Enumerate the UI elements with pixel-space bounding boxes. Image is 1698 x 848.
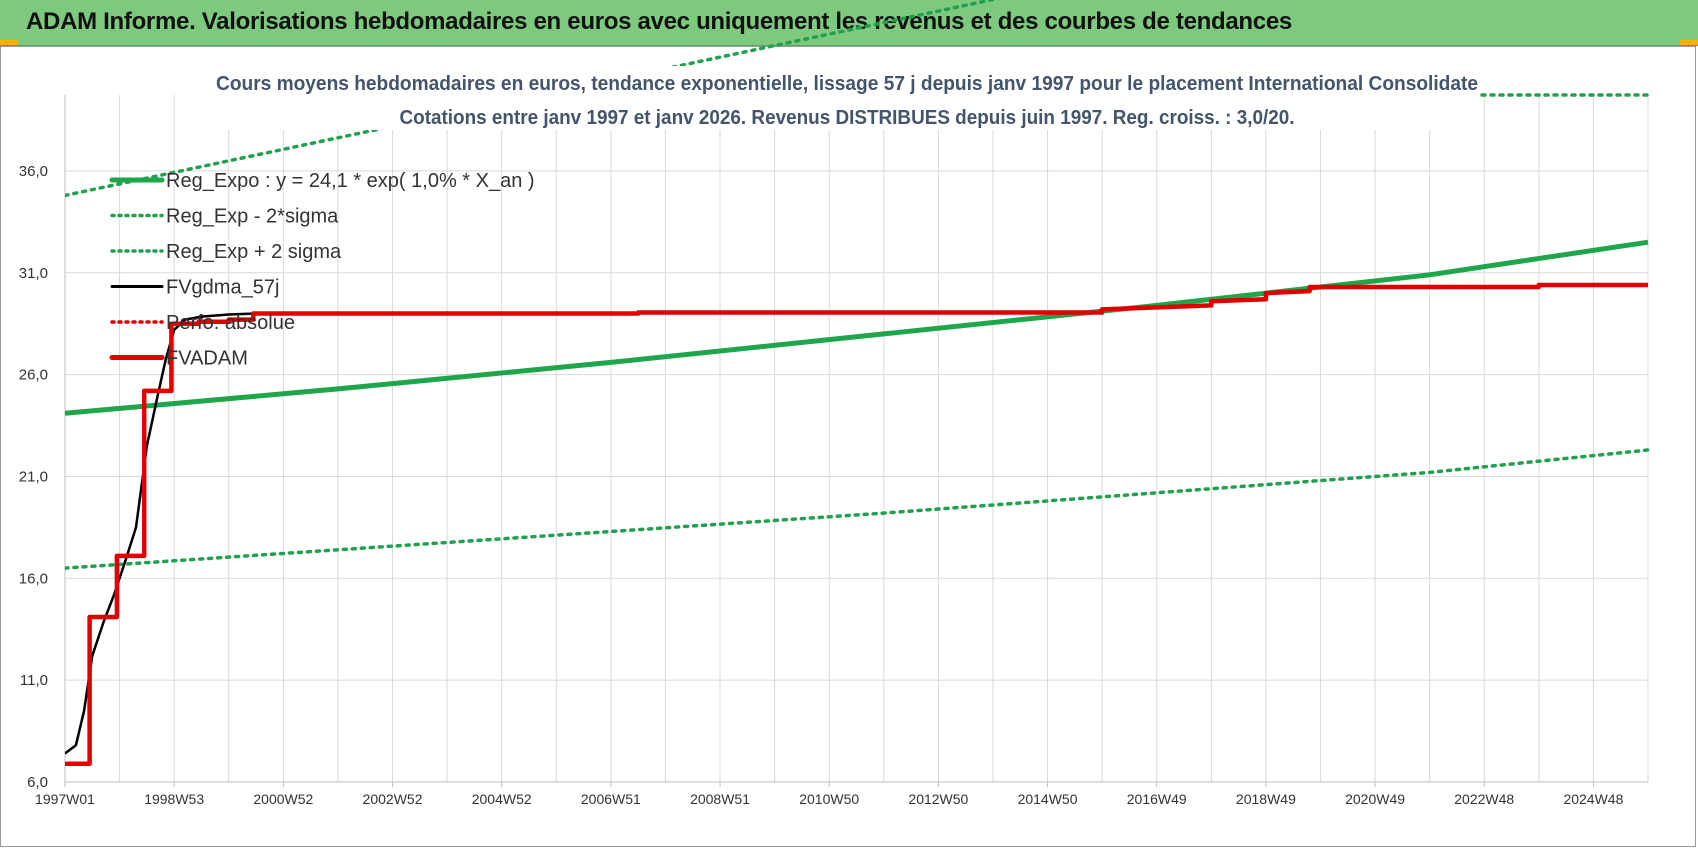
x-tick-label: 2020W49 xyxy=(1345,791,1405,807)
legend-label: Perfo. absolue xyxy=(166,312,295,334)
grid-lines xyxy=(64,95,1649,783)
x-tick-label: 2008W51 xyxy=(690,791,750,807)
x-tick-label: 2018W49 xyxy=(1236,791,1296,807)
corner-marker-left xyxy=(0,40,18,45)
y-tick-label: 26,0 xyxy=(19,367,48,384)
chart-title-line2: Cotations entre janv 1997 et janv 2026. … xyxy=(400,107,1295,129)
legend-label: Reg_Exp - 2*sigma xyxy=(166,206,339,228)
y-tick-label: 6,0 xyxy=(27,774,48,791)
chart-frame xyxy=(0,46,1696,847)
x-tick-label: 2002W52 xyxy=(363,791,423,807)
report-title: ADAM Informe. Valorisations hebdomadaire… xyxy=(26,8,1292,35)
report-header: ADAM Informe. Valorisations hebdomadaire… xyxy=(0,0,1698,46)
x-tick-label: 2004W52 xyxy=(472,791,532,807)
x-tick-label: 2010W50 xyxy=(799,791,859,807)
x-tick-label: 2024W48 xyxy=(1563,791,1623,807)
y-axis-ticks: 6,0 11,0 16,0 21,0 26,0 31,0 36,0 xyxy=(19,163,48,791)
series-layer xyxy=(65,0,1650,766)
series-line-fvadam xyxy=(65,282,1648,766)
y-tick-label: 36,0 xyxy=(19,163,48,180)
legend-label: Reg_Exp + 2 sigma xyxy=(166,241,342,263)
x-tick-label: 2014W50 xyxy=(1018,791,1078,807)
x-tick-label: 1998W53 xyxy=(144,791,204,807)
series-line-reg-exp-2-sigma xyxy=(65,0,1000,198)
x-tick-label: 2006W51 xyxy=(581,791,641,807)
y-tick-label: 21,0 xyxy=(19,468,48,485)
y-tick-label: 16,0 xyxy=(19,570,48,587)
series-line-reg-exp-2-sigma xyxy=(65,448,1650,570)
series-line-fvgdma-57j xyxy=(65,312,257,755)
series-line-reg-expo xyxy=(65,239,1649,416)
legend: Reg_Expo : y = 24,1 * exp( 1,0% * X_an )… xyxy=(109,170,535,370)
legend-label: Reg_Expo : y = 24,1 * exp( 1,0% * X_an ) xyxy=(166,170,535,192)
legend-label: FVADAM xyxy=(166,348,248,370)
x-axis-ticks: 1997W01 1998W53 2000W52 2002W52 2004W52 2006W… xyxy=(35,782,1624,807)
x-tick-label: 2000W52 xyxy=(253,791,313,807)
legend-label: FVgdma_57j xyxy=(166,277,279,299)
chart-title-line1: Cours moyens hebdomadaires en euros, ten… xyxy=(216,73,1478,95)
x-tick-label: 2022W48 xyxy=(1454,791,1514,807)
y-tick-label: 31,0 xyxy=(19,265,48,282)
chart-title: Cours moyens hebdomadaires en euros, ten… xyxy=(205,66,1478,130)
x-tick-label: 1997W01 xyxy=(35,791,95,807)
corner-marker-right xyxy=(1680,40,1698,45)
x-tick-label: 2016W49 xyxy=(1127,791,1187,807)
y-tick-label: 11,0 xyxy=(20,672,48,689)
x-tick-label: 2012W50 xyxy=(908,791,968,807)
